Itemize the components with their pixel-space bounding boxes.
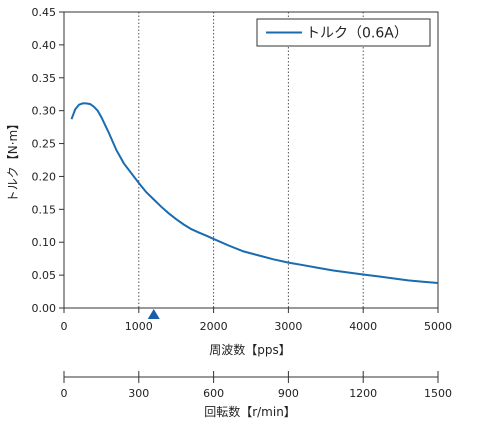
grid-lines [138, 12, 364, 308]
secondary-tick-label: 1200 [349, 387, 377, 400]
x-tick-label: 1000 [125, 320, 153, 333]
y-tick-label: 0.00 [32, 302, 57, 315]
x-axis-title: 周波数【pps】 [209, 342, 291, 357]
x-tick-label: 4000 [349, 320, 377, 333]
secondary-tick-label: 1500 [424, 387, 452, 400]
legend-label: トルク（0.6A） [306, 26, 408, 42]
x-tick-label: 2000 [200, 320, 228, 333]
y-tick-label: 0.45 [32, 6, 57, 19]
secondary-tick-label: 300 [128, 387, 149, 400]
legend-box [256, 18, 431, 47]
x-axis-ticks: 0 1000 2000 3000 4000 5000 [61, 308, 452, 333]
y-tick-label: 0.30 [32, 105, 57, 118]
secondary-tick-label: 0 [61, 387, 68, 400]
y-tick-label: 0.40 [32, 39, 57, 52]
marker-triangle [147, 309, 160, 319]
y-tick-label: 0.20 [32, 170, 57, 183]
plot-frame [63, 11, 439, 309]
y-tick-label: 0.25 [32, 138, 57, 151]
y-tick-label: 0.10 [32, 236, 57, 249]
legend: トルク（0.6A） [256, 18, 431, 47]
y-axis-title: トルク【N·m】 [6, 118, 20, 202]
x-tick-label: 3000 [274, 320, 302, 333]
x-tick-label: 0 [61, 320, 68, 333]
y-tick-label: 0.35 [32, 72, 57, 85]
secondary-axis-title: 回転数【r/min】 [204, 404, 296, 419]
y-axis-ticks: 0.00 0.05 0.10 0.15 0.20 0.25 0.30 0.35 0.40 0.45 [32, 6, 64, 315]
secondary-axis-ticks: 0 300 600 900 1200 1500 [61, 371, 452, 400]
y-tick-label: 0.15 [32, 203, 57, 216]
secondary-tick-label: 900 [278, 387, 299, 400]
y-tick-label: 0.05 [32, 269, 57, 282]
x-tick-label: 5000 [424, 320, 452, 333]
torque-series-line [70, 102, 439, 284]
secondary-tick-label: 600 [203, 387, 224, 400]
